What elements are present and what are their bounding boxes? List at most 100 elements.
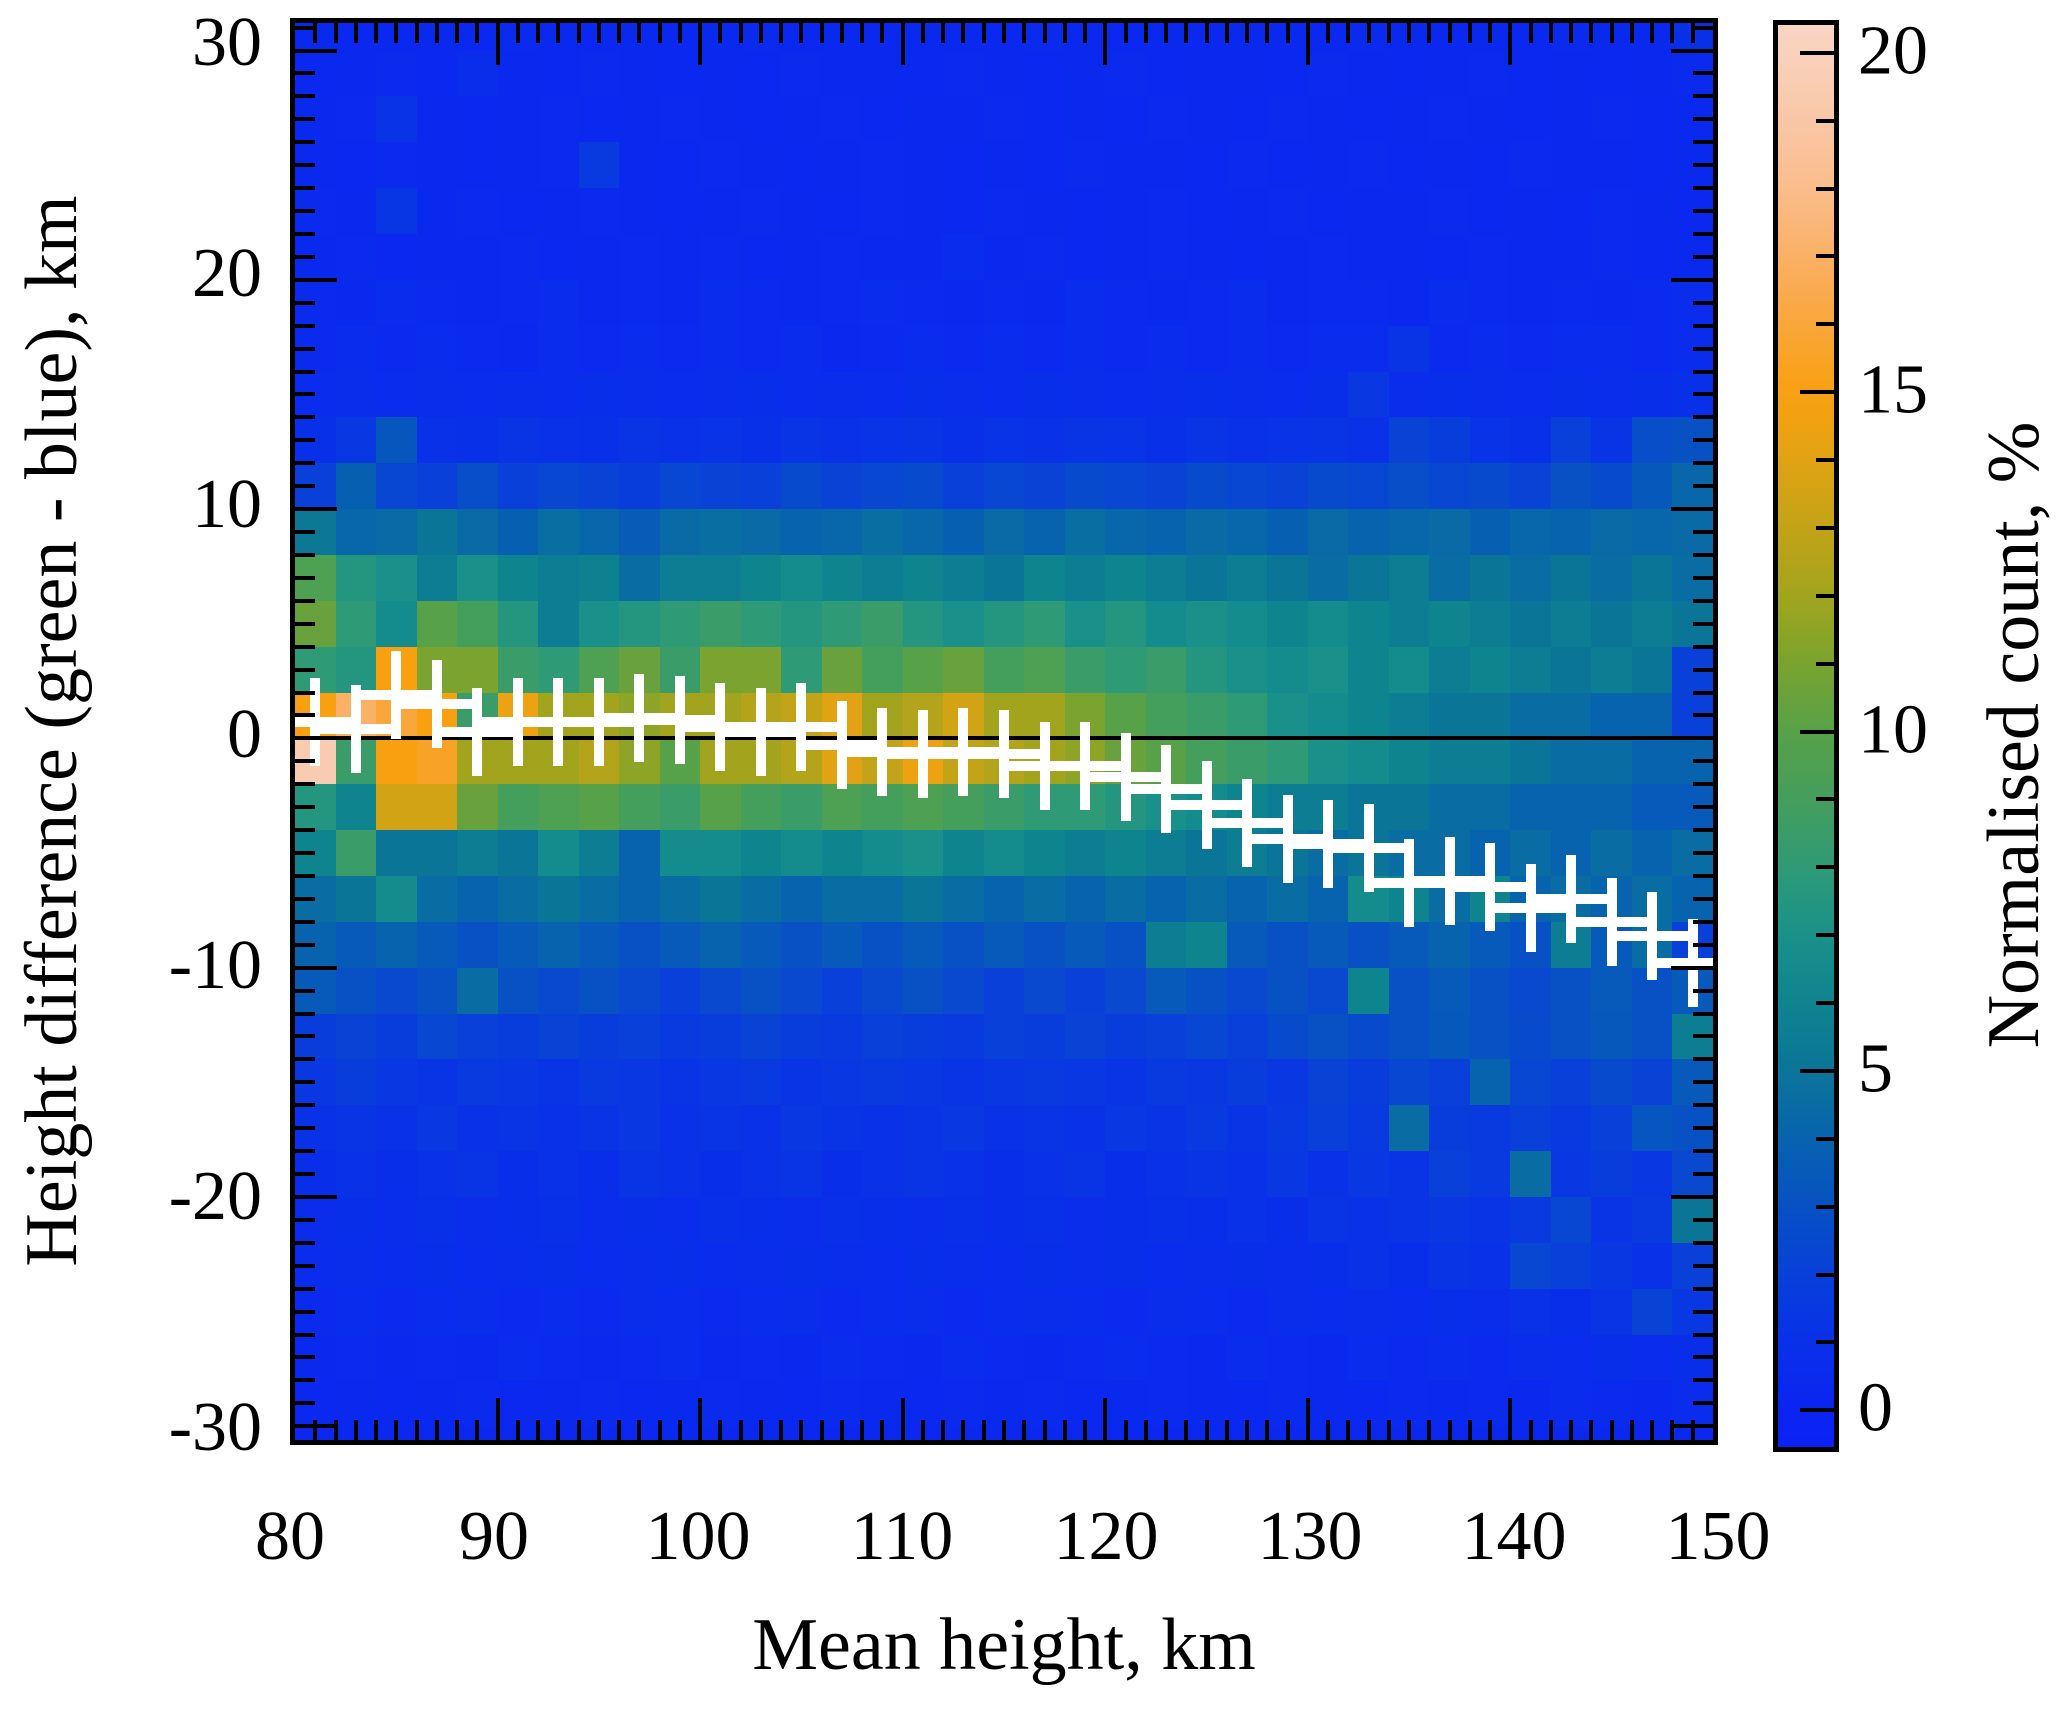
y-minor-tick [295,667,315,672]
heatmap-cell [943,279,984,327]
heatmap-cell [1267,463,1309,510]
heatmap-cell [983,1334,1025,1382]
x-minor-tick [981,1420,986,1440]
heatmap-cell [1591,1196,1633,1244]
heatmap-cell [902,1242,944,1290]
y-minor-tick [1693,117,1713,122]
heatmap-cell [1105,1288,1147,1336]
heatmap-cell [619,784,660,831]
y-minor-tick [295,254,315,259]
heatmap-cell [1510,784,1552,831]
heatmap-cell [1024,188,1066,235]
y-minor-tick [295,323,315,328]
colorbar-tick-label: 5 [1858,1030,1893,1108]
heatmap-cell [821,142,863,189]
heatmap-cell [821,96,863,143]
heatmap-cell [1186,646,1228,694]
heatmap-cell [335,279,377,327]
heatmap-cell [1226,417,1268,464]
heatmap-cell [1267,96,1309,143]
x-minor-tick [617,1420,622,1440]
heatmap-cell [740,325,782,373]
y-minor-tick [295,461,315,466]
heatmap-cell [700,875,741,923]
heatmap-cell [1429,646,1471,694]
colorbar-minor-tick [1816,458,1834,463]
heatmap-cell [1186,1151,1228,1198]
heatmap-cell [1429,738,1471,785]
heatmap-cell [659,1013,701,1061]
heatmap-cell [497,600,539,648]
heatmap-cell [781,325,822,373]
x-minor-tick [414,23,419,43]
x-minor-tick [394,1420,399,1440]
heatmap-cell [1267,50,1309,98]
heatmap-cell [1591,50,1633,98]
heatmap-cell [1550,96,1592,143]
heatmap-cell [538,188,579,235]
heatmap-cell [1267,875,1309,923]
x-minor-tick [1062,1420,1067,1440]
heatmap-cell [416,371,458,419]
heatmap-cell [1591,967,1633,1015]
heatmap-cell [1307,463,1349,510]
y-minor-tick [1693,438,1713,443]
y-minor-tick [1693,71,1713,76]
heatmap-cell [538,50,579,98]
heatmap-cell [1631,188,1673,235]
y-minor-tick [295,346,315,351]
x-minor-tick [1548,23,1553,43]
heatmap-cell [1226,279,1268,327]
heatmap-cell [659,509,701,556]
heatmap-cell [578,921,620,969]
x-minor-tick [1488,1420,1493,1440]
heatmap-cell [497,50,539,98]
heatmap-cell [943,600,984,648]
heatmap-cell [781,1105,822,1152]
heatmap-cell [1064,1196,1106,1244]
heatmap-cell [1631,692,1673,740]
heatmap-cell [659,233,701,281]
heatmap-cell [1024,96,1066,143]
colorbar-minor-tick [1816,1272,1834,1277]
heatmap-cell [1388,463,1430,510]
y-minor-tick [295,231,315,236]
heatmap-cell [416,1105,458,1152]
heatmap-cell [1024,233,1066,281]
heatmap-cell [1226,1105,1268,1152]
heatmap-cell [862,875,903,923]
x-minor-tick [313,1420,318,1440]
heatmap-cell [862,1151,903,1198]
y-major-tick [1671,507,1713,512]
heatmap-cell [578,1288,620,1336]
heatmap-cell [619,463,660,510]
heatmap-cell [821,463,863,510]
y-minor-tick [295,484,315,489]
heatmap-cell [1631,142,1673,189]
y-minor-tick [295,1378,315,1383]
heatmap-cell [376,1288,417,1336]
x-minor-tick [941,23,946,43]
heatmap-cell [700,325,741,373]
heatmap-cell [1348,509,1390,556]
heatmap-cell [700,188,741,235]
x-minor-tick [1285,1420,1290,1440]
heatmap-cell [1348,279,1390,327]
heatmap-cell [335,1288,377,1336]
y-minor-tick [295,598,315,603]
heatmap-cell [1226,1288,1268,1336]
heatmap-cell [1591,325,1633,373]
heatmap-cell [1226,692,1268,740]
heatmap-cell [740,371,782,419]
heatmap-cell [1105,96,1147,143]
heatmap-cell [538,875,579,923]
heatmap-cell [1429,50,1471,98]
heatmap-cell [335,325,377,373]
y-major-tick [1671,736,1713,741]
heatmap-cell [416,325,458,373]
heatmap-cell [902,921,944,969]
x-minor-tick [353,23,358,43]
y-minor-tick [1693,346,1713,351]
heatmap-cell [538,417,579,464]
y-minor-tick [1693,209,1713,214]
